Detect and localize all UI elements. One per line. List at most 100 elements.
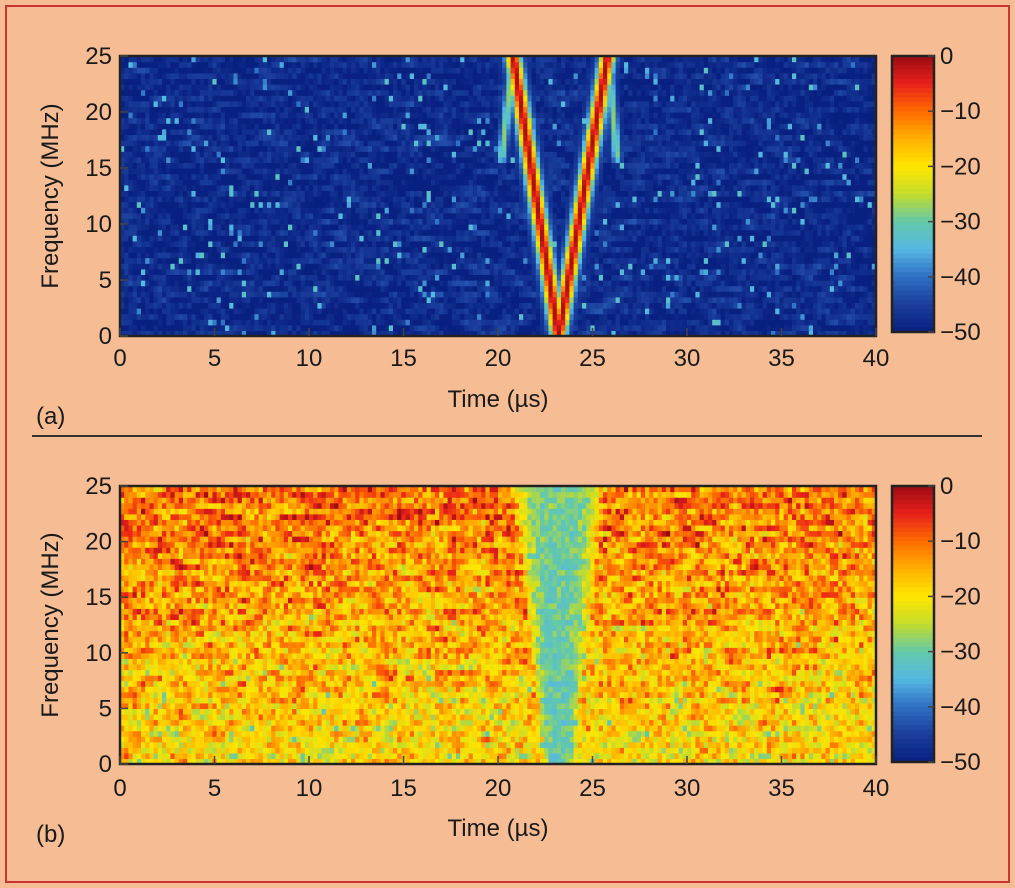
- heatmap-cell: [703, 212, 709, 219]
- heatmap-cell: [262, 280, 268, 287]
- heatmap-cell: [233, 291, 239, 298]
- heatmap-cell: [418, 190, 423, 197]
- heatmap-cell: [804, 268, 810, 275]
- heatmap-cell: [418, 291, 423, 298]
- heatmap-cell: [834, 274, 839, 281]
- heatmap-cell: [254, 196, 260, 203]
- heatmap-cell: [430, 319, 436, 326]
- heatmap-cell: [304, 218, 310, 225]
- heatmap-cell: [535, 207, 541, 214]
- heatmap-cell: [607, 207, 612, 214]
- heatmap-cell: [136, 201, 142, 208]
- heatmap-cell: [380, 285, 386, 292]
- heatmap-cell: [313, 212, 318, 219]
- heatmap-cell: [145, 313, 150, 320]
- heatmap-cell: [825, 280, 831, 287]
- heatmap-cell: [632, 224, 638, 231]
- heatmap-cell: [561, 268, 566, 275]
- heatmap-cell: [435, 263, 440, 270]
- heatmap-cell: [565, 313, 570, 320]
- heatmap-cell: [325, 240, 331, 247]
- heatmap-cell: [380, 324, 386, 331]
- heatmap-cell: [460, 308, 465, 315]
- heatmap-cell: [220, 308, 226, 315]
- heatmap-cell: [729, 324, 734, 331]
- heatmap-cell: [552, 285, 558, 292]
- heatmap-cell: [485, 302, 491, 309]
- heatmap-cell: [275, 308, 281, 315]
- heatmap-cell: [678, 252, 684, 259]
- heatmap-cell: [775, 224, 780, 231]
- heatmap-cell: [514, 319, 520, 326]
- heatmap-cell: [468, 319, 474, 326]
- heatmap-cell: [796, 285, 801, 292]
- heatmap-cell: [380, 229, 386, 236]
- heatmap-cell: [720, 257, 726, 264]
- heatmap-cell: [603, 257, 608, 264]
- heatmap-cell: [153, 330, 159, 337]
- heatmap-cell: [754, 184, 759, 191]
- heatmap-cell: [414, 308, 419, 315]
- heatmap-cell: [611, 252, 617, 259]
- heatmap-cell: [762, 229, 768, 236]
- heatmap-cell: [577, 252, 583, 259]
- heatmap-cell: [237, 263, 243, 270]
- heatmap-cell: [834, 190, 839, 197]
- heatmap-cell: [363, 268, 369, 275]
- heatmap-cell: [825, 201, 831, 208]
- heatmap-cell: [435, 319, 440, 326]
- heatmap-cell: [779, 257, 785, 264]
- heatmap-cell: [262, 302, 268, 309]
- heatmap-cell: [586, 207, 591, 214]
- heatmap-cell: [397, 268, 402, 275]
- heatmap-cell: [674, 274, 680, 281]
- heatmap-cell: [531, 190, 537, 197]
- heatmap-cell: [330, 274, 335, 281]
- heatmap-cell: [418, 224, 423, 231]
- heatmap-cell: [636, 291, 642, 298]
- heatmap-cell: [510, 302, 516, 309]
- heatmap-cell: [808, 324, 814, 331]
- heatmap-cell: [145, 330, 150, 337]
- heatmap-cell: [649, 240, 654, 247]
- heatmap-cell: [359, 263, 365, 270]
- heatmap-cell: [195, 313, 201, 320]
- heatmap-cell: [208, 280, 213, 287]
- heatmap-cell: [645, 190, 650, 197]
- heatmap-cell: [187, 291, 192, 298]
- heatmap-cell: [619, 274, 625, 281]
- heatmap-cell: [691, 235, 696, 242]
- heatmap-cell: [170, 229, 176, 236]
- heatmap-cell: [695, 224, 701, 231]
- heatmap-cell: [405, 308, 411, 315]
- heatmap-cell: [292, 330, 297, 337]
- heatmap-cell: [300, 184, 306, 191]
- heatmap-cell: [409, 268, 415, 275]
- heatmap-cell: [523, 246, 528, 253]
- heatmap-cell: [758, 308, 764, 315]
- heatmap-cell: [342, 246, 348, 253]
- heatmap-cell: [359, 212, 365, 219]
- heatmap-cell: [619, 246, 625, 253]
- heatmap-cell: [334, 179, 339, 186]
- heatmap-cell: [460, 291, 465, 298]
- heatmap-cell: [447, 235, 453, 242]
- heatmap-cell: [628, 296, 633, 303]
- heatmap-cell: [451, 308, 457, 315]
- heatmap-cell: [292, 252, 297, 259]
- heatmap-cell: [565, 280, 570, 287]
- heatmap-cell: [661, 235, 667, 242]
- heatmap-cell: [867, 190, 873, 197]
- heatmap-cell: [237, 319, 243, 326]
- heatmap-cell: [204, 201, 209, 208]
- heatmap-cell: [338, 190, 344, 197]
- heatmap-cell: [855, 263, 860, 270]
- heatmap-cell: [426, 296, 432, 303]
- heatmap-cell: [561, 313, 566, 320]
- heatmap-cell: [863, 218, 869, 225]
- heatmap-cell: [779, 229, 785, 236]
- heatmap-cell: [741, 235, 747, 242]
- heatmap-cell: [741, 291, 747, 298]
- heatmap-cell: [241, 179, 247, 186]
- heatmap-cell: [199, 280, 205, 287]
